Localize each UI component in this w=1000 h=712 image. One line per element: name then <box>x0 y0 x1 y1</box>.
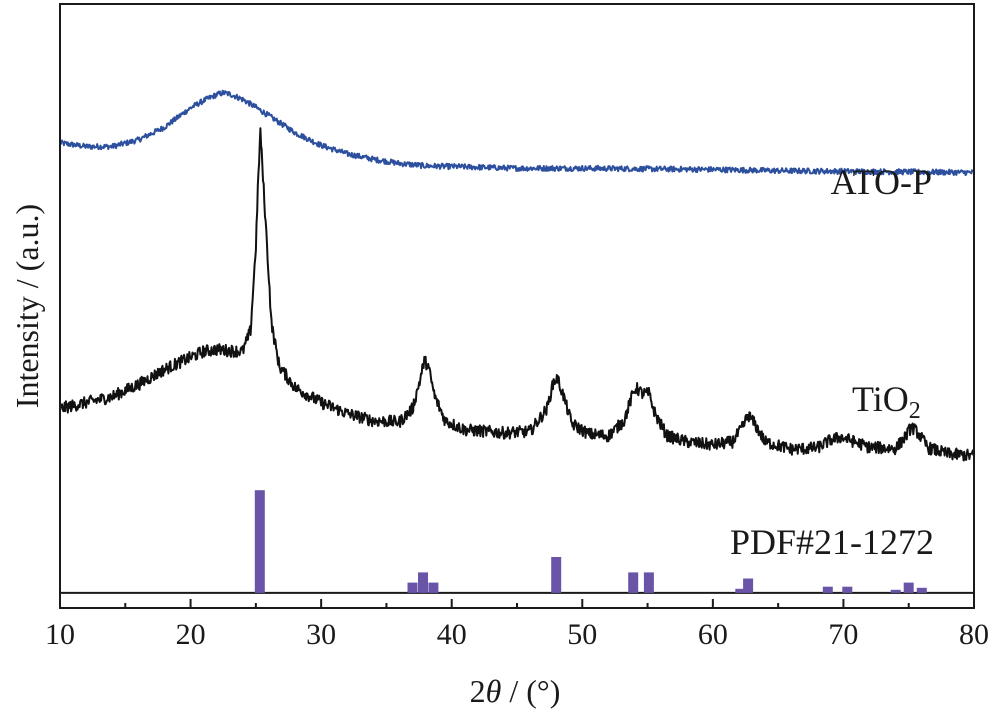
reference-stick-3 <box>428 582 439 593</box>
series-label-tio2: TiO2 <box>852 379 921 424</box>
reference-stick-0 <box>254 490 265 593</box>
x-tick-label-30: 30 <box>306 618 336 651</box>
reference-stick-10 <box>842 586 853 593</box>
x-tick-label-70: 70 <box>828 618 858 651</box>
series-line-tio2 <box>59 127 975 462</box>
x-tick-label-80: 80 <box>959 618 989 651</box>
plot-frame <box>59 3 975 609</box>
x-tick-label-60: 60 <box>698 618 728 651</box>
x-tick-label-10: 10 <box>45 618 75 651</box>
x-axis-label: 2θ / (°) <box>470 673 561 709</box>
series-label-tio2-main: TiO <box>852 379 909 419</box>
series-label-ato-p: ATO-P <box>831 162 932 202</box>
x-axis-label-suffix: / (°) <box>501 673 560 709</box>
x-tick-label-50: 50 <box>567 618 597 651</box>
x-tick-label-20: 20 <box>176 618 206 651</box>
reference-stick-11 <box>890 589 901 593</box>
plot-area: 10 20 30 40 50 60 70 80 <box>45 3 989 651</box>
reference-stick-8 <box>743 578 754 593</box>
reference-stick-7 <box>735 588 746 593</box>
series-line-ato-p <box>59 89 975 177</box>
reference-stick-13 <box>916 587 927 593</box>
series-label-tio2-sub: 2 <box>909 398 921 424</box>
reference-stick-2 <box>418 572 428 593</box>
reference-stick-12 <box>903 582 914 593</box>
reference-stick-5 <box>628 572 639 593</box>
x-axis-label-theta: θ <box>486 673 502 709</box>
x-tick-label-40: 40 <box>437 618 467 651</box>
y-axis-label: Intensity / (a.u.) <box>9 204 45 408</box>
x-axis-label-prefix: 2 <box>470 673 486 709</box>
reference-stick-1 <box>407 582 418 593</box>
reference-stick-4 <box>551 557 562 593</box>
reference-stick-9 <box>822 586 833 593</box>
reference-stick-6 <box>643 572 654 593</box>
reference-label: PDF#21-1272 <box>730 522 934 562</box>
